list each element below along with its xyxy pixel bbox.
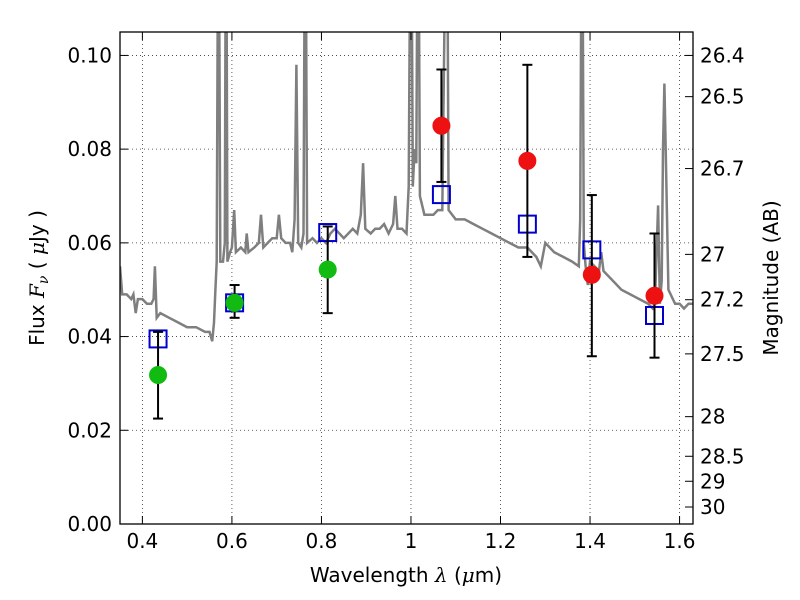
y2-axis-title: Magnitude (AB) xyxy=(759,200,783,355)
y2-tick-label: 28 xyxy=(700,405,725,429)
y-tick-label: 0.08 xyxy=(67,137,112,161)
data-point xyxy=(645,286,664,305)
y2-tick-label: 27 xyxy=(700,242,725,266)
y-axis-title: Flux Fν ( μJy ) xyxy=(25,210,52,346)
observed-flux-points xyxy=(149,63,664,420)
y2-tick-label: 26.5 xyxy=(700,85,745,109)
x-tick-label: 1.4 xyxy=(574,529,606,553)
y2-tick-label: 27.5 xyxy=(700,342,745,366)
y-tick-label: 0.00 xyxy=(67,512,112,536)
y2-tick-label: 30 xyxy=(700,495,725,519)
y2-tick-label: 26.4 xyxy=(700,43,745,67)
x-tick-label: 1.6 xyxy=(664,529,696,553)
data-point xyxy=(432,116,451,135)
x-tick-label: 1 xyxy=(405,529,418,553)
y2-tick-label: 26.7 xyxy=(700,157,745,181)
data-point xyxy=(318,260,337,279)
x-tick-label: 0.6 xyxy=(216,529,248,553)
model-square xyxy=(431,185,451,205)
data-point xyxy=(518,151,537,170)
y-tick-label: 0.02 xyxy=(67,418,112,442)
y-tick-label: 0.10 xyxy=(67,43,112,67)
y2-tick-label: 27.2 xyxy=(700,288,745,312)
spectrum-line xyxy=(120,32,693,342)
y-tick-label: 0.06 xyxy=(67,231,112,255)
x-tick-label: 1.2 xyxy=(485,529,517,553)
data-point xyxy=(149,365,168,384)
axis-ticks xyxy=(120,32,693,525)
y2-tick-label: 29 xyxy=(700,469,725,493)
x-tick-label: 0.8 xyxy=(306,529,338,553)
data-point xyxy=(225,293,244,312)
x-axis-title: Wavelength λ (μm) xyxy=(310,563,502,587)
plot-frame xyxy=(119,31,694,525)
grid-lines xyxy=(120,32,693,525)
data-point xyxy=(582,265,601,284)
y-tick-label: 0.04 xyxy=(67,325,112,349)
y2-tick-label: 28.5 xyxy=(700,444,745,468)
x-tick-label: 0.4 xyxy=(126,529,158,553)
